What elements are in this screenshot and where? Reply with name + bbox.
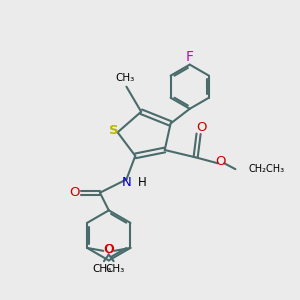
Text: N: N	[122, 176, 132, 189]
Text: O: O	[104, 243, 113, 256]
Text: O: O	[215, 155, 226, 168]
Text: CH₃: CH₃	[106, 263, 125, 274]
Text: O: O	[69, 186, 80, 199]
Text: H: H	[137, 176, 146, 189]
Text: O: O	[196, 122, 207, 134]
Text: S: S	[109, 124, 119, 137]
Text: F: F	[186, 50, 194, 64]
Text: CH₃: CH₃	[115, 73, 135, 83]
Text: CH₃: CH₃	[93, 263, 112, 274]
Text: O: O	[104, 243, 114, 256]
Text: CH₂CH₃: CH₂CH₃	[249, 164, 285, 174]
